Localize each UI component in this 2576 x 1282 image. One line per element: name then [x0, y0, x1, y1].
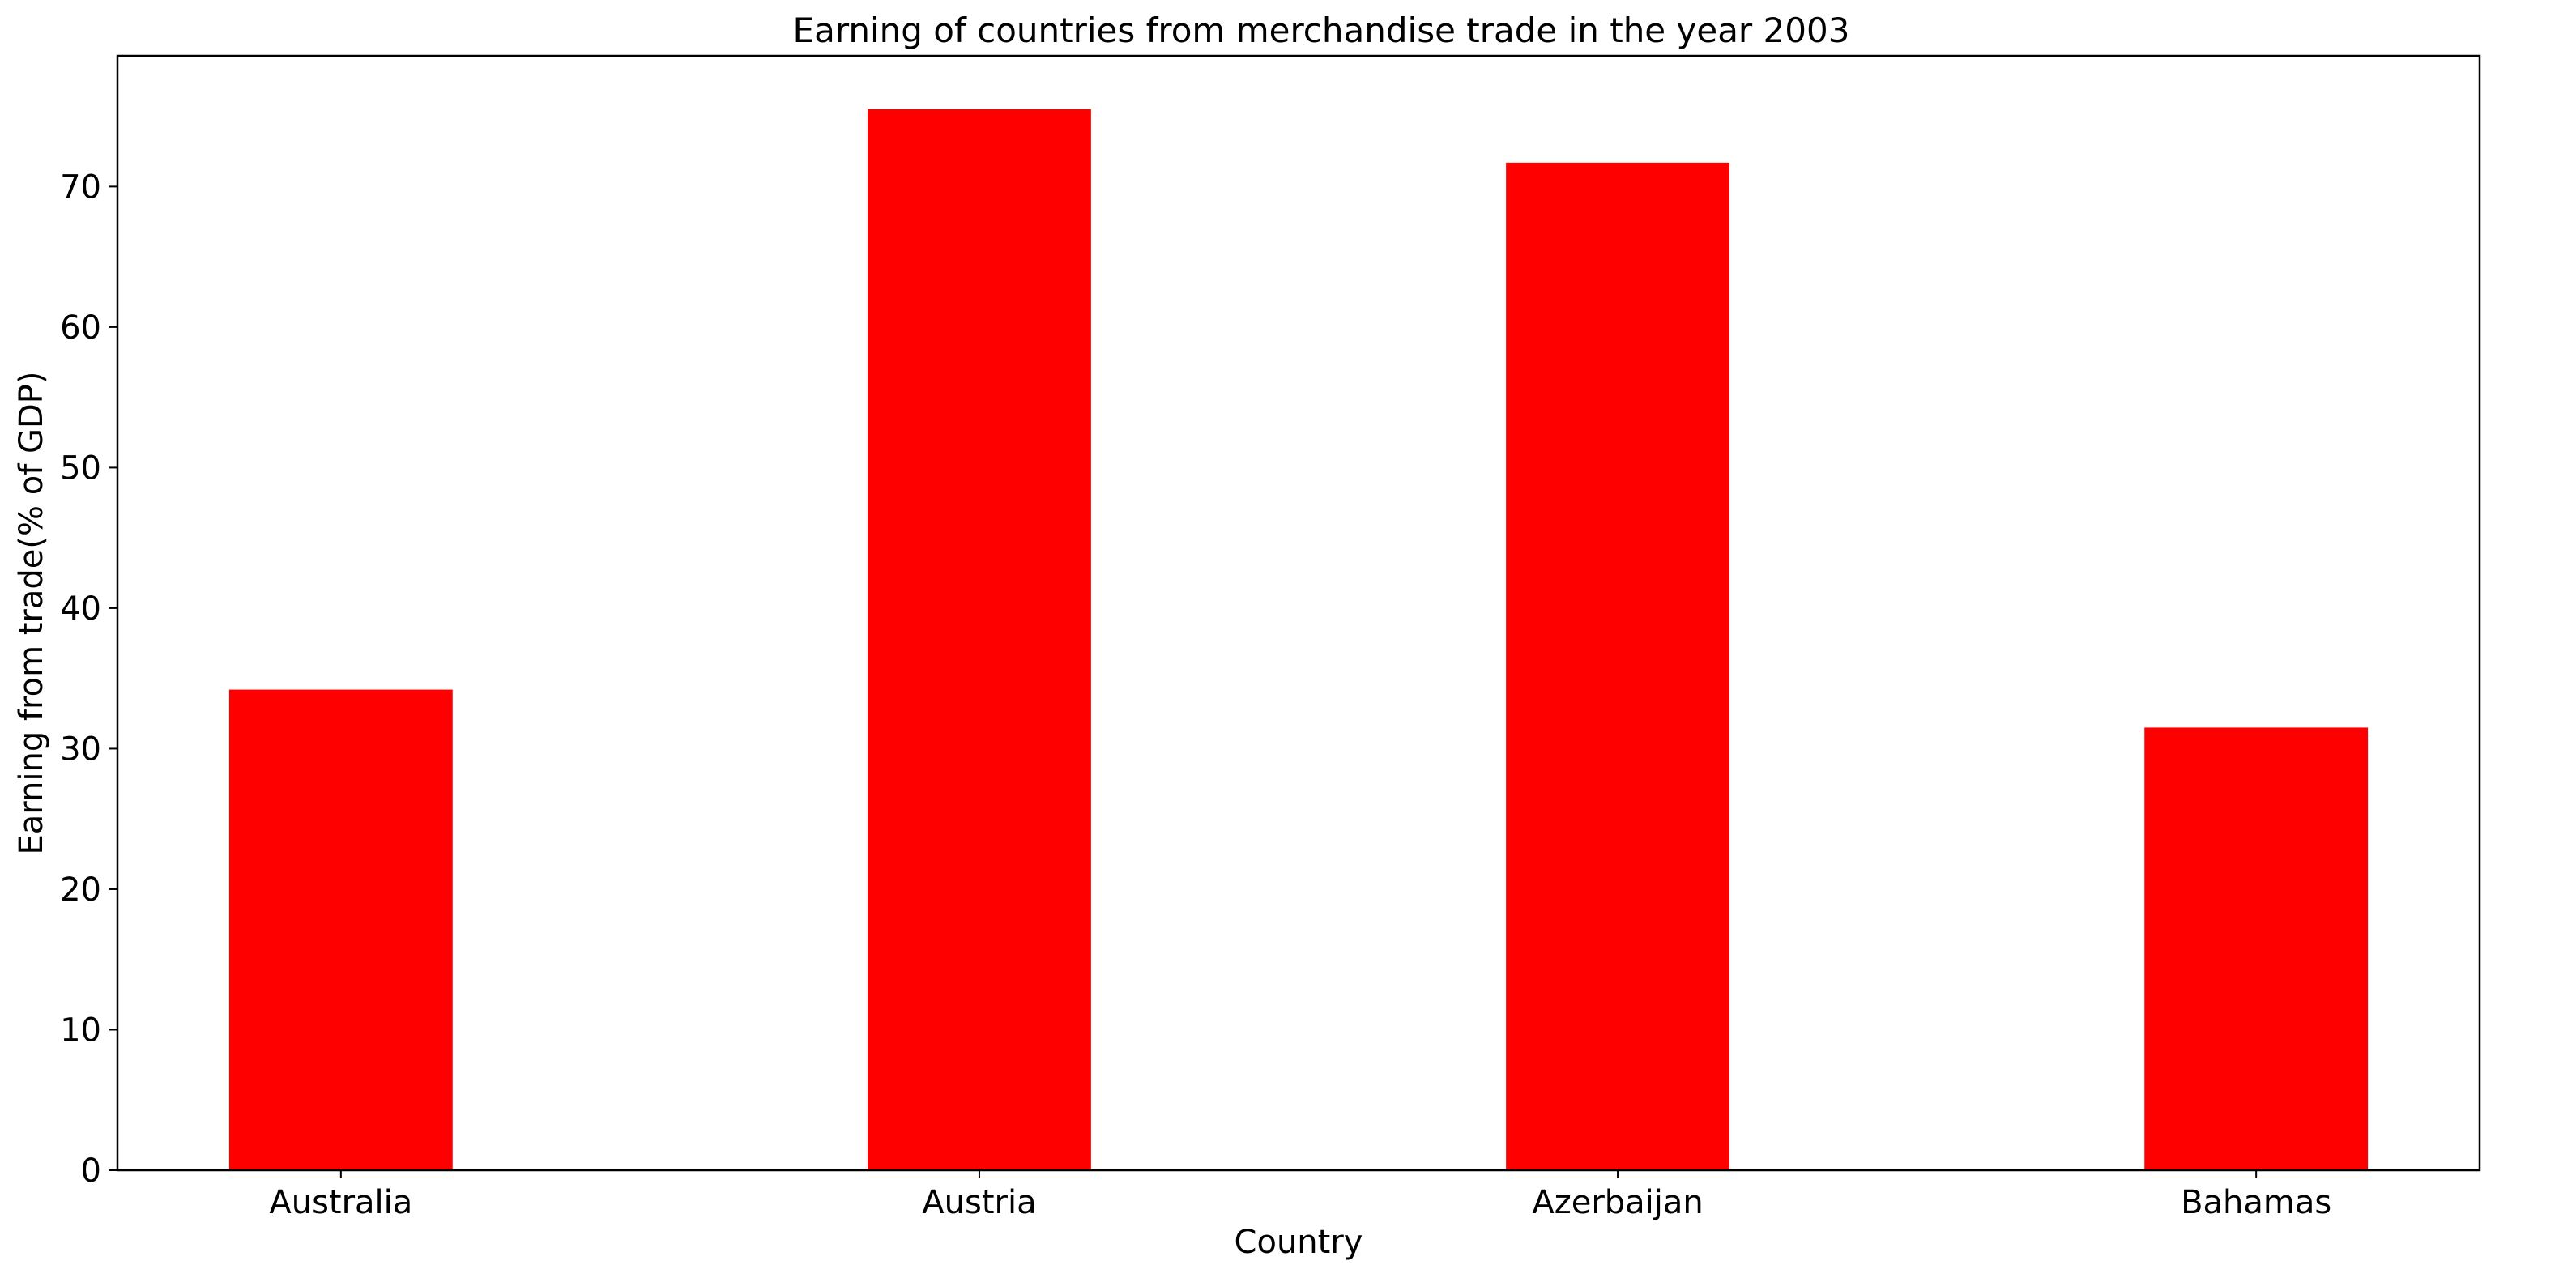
bar-bahamas	[2144, 727, 2369, 1170]
bar-austria	[868, 109, 1091, 1170]
bar-australia	[228, 689, 453, 1170]
chart-title: Earning of countries from merchandise tr…	[793, 11, 1850, 50]
y-axis-ticks: 0 10 20 30 40 50 60 70	[60, 168, 117, 1190]
x-tick-label: Australia	[269, 1184, 412, 1221]
y-axis-label: Earning from trade(% of GDP)	[13, 371, 50, 854]
y-tick-label: 70	[60, 168, 101, 206]
y-tick-label: 20	[60, 871, 101, 909]
y-tick-label: 40	[60, 590, 101, 628]
x-axis-label: Country	[1235, 1224, 1363, 1261]
x-tick-label: Austria	[922, 1184, 1036, 1221]
x-tick-label: Bahamas	[2181, 1184, 2331, 1221]
plot-frame	[116, 54, 2481, 1172]
x-axis-ticks: Australia Austria Azerbaijan Bahamas	[269, 1170, 2331, 1221]
bar-azerbaijan	[1506, 162, 1729, 1170]
y-tick-label: 30	[60, 730, 101, 768]
y-tick-label: 60	[60, 309, 101, 347]
y-tick-label: 0	[81, 1152, 101, 1190]
bars-layer	[228, 109, 2369, 1170]
x-tick-label: Azerbaijan	[1532, 1184, 1703, 1221]
y-tick-label: 10	[60, 1012, 101, 1049]
y-tick-label: 50	[60, 449, 101, 487]
